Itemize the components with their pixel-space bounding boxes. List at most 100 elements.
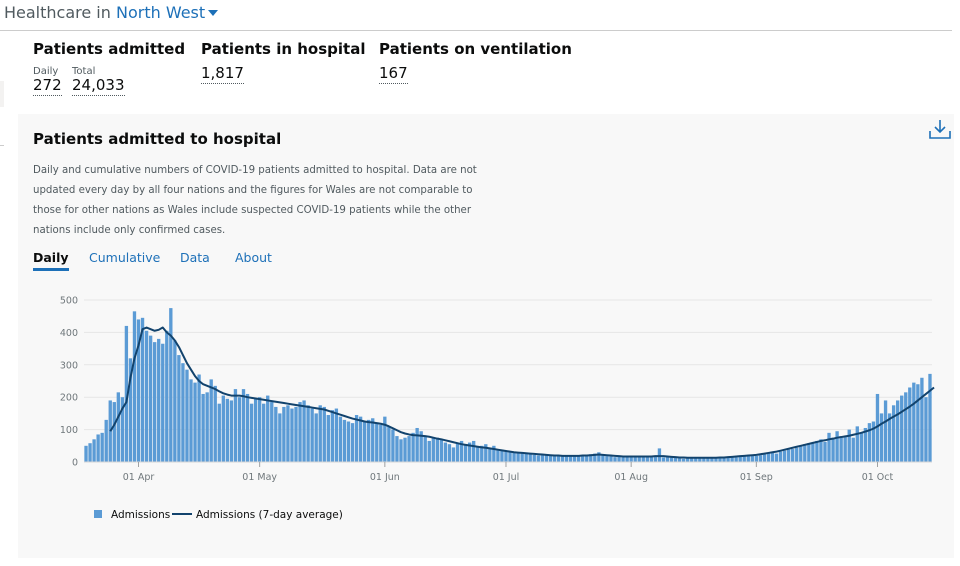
admissions-bar [597,452,601,462]
x-tick-label: 01 Apr [123,472,155,483]
admissions-bar [140,317,145,462]
admissions-bar [524,453,528,462]
admissions-bar [649,457,654,462]
chart-card: Patients admitted to hospital Daily and … [18,114,954,558]
admissions-bar [778,451,783,462]
x-tick-label: 01 Aug [614,472,648,483]
admissions-bar [399,439,403,462]
admissions-chart: 0 100 200 300 400 500 01 Apr 01 May 01 Jun 01 Jul… [60,296,935,521]
metric-title: Patients on ventilation [379,40,572,58]
admissions-bar [710,458,714,462]
admissions-bar [253,398,258,462]
daily-value[interactable]: 272 [33,76,62,96]
admissions-bar [758,455,763,462]
card-description: Daily and cumulative numbers of COVID-19… [33,165,477,236]
chart-legend: Admissions Admissions (7-day average) [94,509,343,521]
admissions-bar [217,403,221,462]
admissions-bar [439,439,444,462]
tab-about[interactable]: About [235,250,272,265]
admissions-bar [609,456,613,462]
admissions-bar [762,454,767,462]
admissions-bar [318,405,322,462]
admissions-bar [532,454,536,462]
legend-admissions-swatch [94,510,102,518]
y-tick-label: 500 [60,296,78,307]
admissions-bar [843,436,847,462]
admissions-bar [766,452,771,462]
admissions-bar [245,393,250,462]
admissions-bar [706,458,710,462]
admissions-bar [786,449,791,462]
admissions-bar [257,397,262,462]
admissions-bar [750,454,754,462]
admissions-bar [480,445,484,462]
admissions-bar [302,400,306,462]
admissions-bar [104,419,108,462]
admissions-bar [883,400,888,462]
admissions-bar [734,457,738,462]
admissions-bar [887,413,892,462]
admissions-bar [132,311,137,462]
admissions-bar [552,455,557,462]
admissions-bar [476,447,480,462]
admissions-bar [435,437,440,462]
tab-cumulative[interactable]: Cumulative [89,250,161,265]
admissions-bar [621,457,625,462]
admissions-bar [221,395,225,462]
admissions-bar [387,426,391,462]
region-name[interactable]: North West [115,3,206,22]
admissions-bar [754,455,759,462]
admissions-bar [536,455,540,462]
admissions-bar [891,405,896,462]
admissions-bar [310,408,314,462]
admissions-bar [500,449,504,462]
admissions-bar [544,455,549,462]
region-selector[interactable]: North West [115,3,219,22]
admissions-bar [839,436,843,462]
admissions-bar [742,456,746,462]
admissions-bar [548,454,553,462]
admissions-bar [714,457,718,462]
admissions-bar [88,443,92,462]
admissions-bar [807,443,811,462]
metric-title: Patients in hospital [201,40,366,58]
admissions-bar [415,427,419,462]
tab-daily[interactable]: Daily [33,250,69,271]
admissions-bar [383,416,387,462]
admissions-bar [791,449,795,462]
admissions-bar [633,456,637,462]
admissions-bar [722,457,726,462]
admissions-bar [665,456,670,462]
admissions-bar [423,436,427,462]
admissions-bar [601,455,605,462]
hospital-value[interactable]: 1,817 [201,64,244,84]
admissions-bar [859,432,864,462]
admissions-bar [581,456,585,462]
admissions-bar [520,452,524,462]
y-tick-label: 400 [60,328,78,339]
ventilation-value[interactable]: 167 [379,64,408,84]
total-value[interactable]: 24,033 [72,76,125,96]
y-tick-label: 100 [60,425,78,436]
admissions-bar [262,403,266,462]
admissions-bar [681,458,686,462]
admissions-bar [249,403,254,462]
admissions-bar [120,397,125,462]
admissions-bar [367,419,371,462]
admissions-bar [181,363,185,462]
admissions-bar [661,457,666,462]
tab-data[interactable]: Data [180,250,210,265]
admissions-bar [782,450,787,462]
admissions-bar [286,405,290,462]
admissions-bar [233,389,238,462]
admissions-bar [213,385,217,462]
admissions-bar [528,454,532,462]
admissions-bar [379,424,383,462]
caret-down-icon[interactable] [208,10,219,16]
admissions-bar [169,308,173,462]
download-icon[interactable] [928,118,952,140]
admissions-bar [391,429,395,462]
admissions-bar [152,342,157,462]
admissions-bar [677,458,682,462]
daily-label: Daily [33,66,59,77]
